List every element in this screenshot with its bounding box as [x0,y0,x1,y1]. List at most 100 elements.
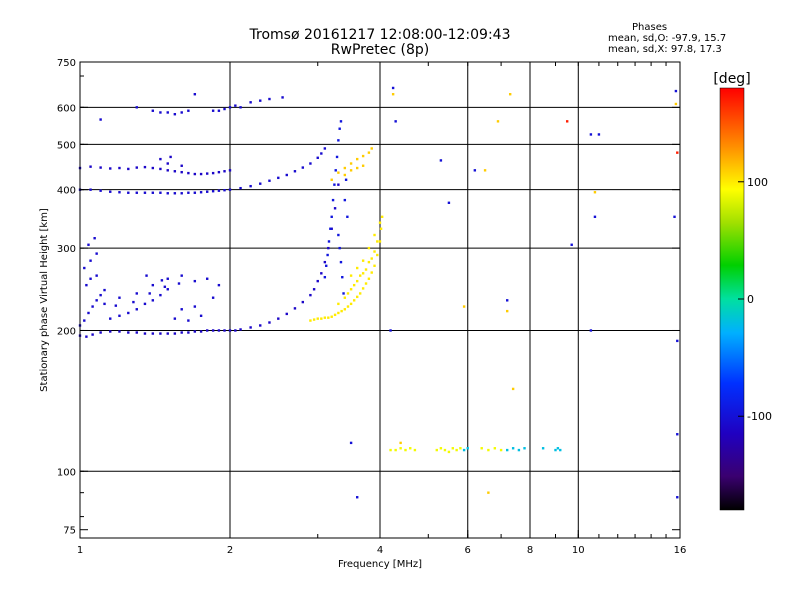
data-point [309,293,312,297]
data-point [409,447,412,450]
data-point [223,170,226,173]
data-point [320,317,323,320]
data-point [340,309,343,313]
data-point [277,317,280,320]
data-point [91,333,94,336]
y-tick-label: 100 [57,467,76,478]
data-point [435,448,438,452]
data-point [166,111,169,114]
data-point [352,283,356,287]
data-point [346,292,350,295]
data-point [439,447,443,450]
data-point [342,292,345,295]
data-point [234,329,237,332]
data-point [523,447,526,450]
data-point [320,152,323,155]
data-point [228,329,232,332]
data-point [364,268,368,271]
colorbar-tick-label: -100 [747,410,772,423]
data-point [159,332,162,335]
data-point [193,191,197,194]
data-point [151,283,155,287]
data-point [674,89,678,93]
data-point [370,271,373,274]
data-point [676,433,679,436]
data-point [180,274,183,277]
data-point [339,120,343,123]
data-point [367,246,371,250]
data-point [327,240,331,243]
data-point [83,266,86,270]
data-point [228,169,232,172]
data-point [570,243,573,246]
data-point [330,178,333,181]
data-point [331,198,335,202]
data-point [361,259,365,262]
data-point [217,283,221,287]
data-point [205,190,209,193]
data-point [380,215,384,219]
data-point [413,448,417,452]
data-point [439,159,443,162]
x-axis-label: Frequency [MHz] [338,559,422,570]
colorbar-ticks: 100 0 -100 [738,176,772,423]
data-point [159,293,162,297]
data-point [499,448,503,452]
data-point [151,109,155,112]
data-point [99,331,102,334]
data-point [205,329,209,332]
data-point [391,86,395,90]
data-point [91,305,94,308]
data-point [83,319,86,322]
data-point [95,252,98,255]
data-point [316,156,319,159]
data-point [301,166,305,169]
data-point [337,311,340,315]
data-point [135,166,138,169]
data-point [177,282,181,285]
data-point [205,172,209,175]
data-point [329,227,332,230]
data-point [103,288,106,292]
data-point [118,314,121,317]
data-point [349,441,353,445]
data-point [99,118,102,121]
y-tick-label: 750 [57,58,76,69]
data-point [330,215,333,219]
data-point [99,166,102,169]
data-point [312,318,316,321]
data-point [217,109,221,112]
colorbar-label: [deg] [713,71,750,87]
data-point [217,189,221,192]
data-point [339,260,343,264]
data-point [169,155,172,159]
data-point [193,330,197,333]
data-point [180,331,183,334]
data-point [234,104,237,107]
phases-legend-title: Phases [632,22,668,33]
data-point [151,166,155,170]
data-point [344,178,348,181]
data-point [343,173,347,177]
x-tick-label: 4 [377,545,383,556]
data-point [199,191,203,194]
data-point [173,170,177,173]
data-point [333,313,337,317]
data-point [143,191,147,194]
data-point [349,288,353,291]
data-point [109,167,112,170]
data-point [511,447,515,450]
data-point [135,331,138,334]
data-point [355,279,359,283]
data-point [367,151,371,154]
x-tick-label: 8 [527,545,533,556]
data-point [301,300,305,304]
data-point [193,305,197,308]
data-point [355,266,359,270]
data-point [180,111,183,114]
data-point [173,192,177,195]
data-point [159,111,162,114]
data-point [346,305,350,308]
data-point [187,319,190,322]
data-point [367,277,371,280]
